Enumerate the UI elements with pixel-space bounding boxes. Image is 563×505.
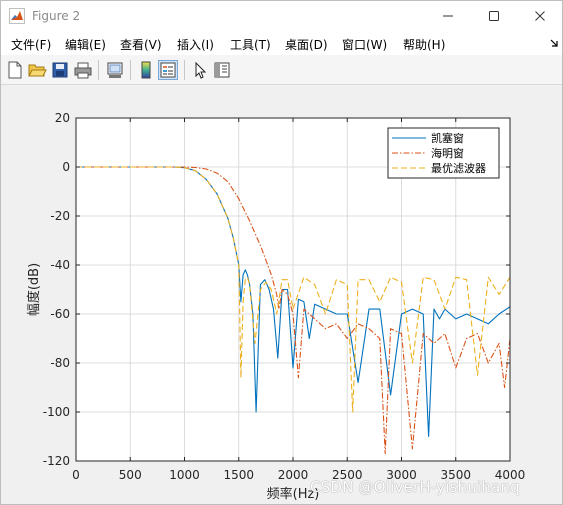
open-file-button[interactable]: [27, 60, 47, 80]
x-tick-label: 4000: [495, 468, 526, 482]
minimize-icon: [443, 15, 453, 17]
colorbar-icon: [141, 61, 151, 79]
legend-button[interactable]: [158, 60, 178, 80]
x-tick-label: 2000: [278, 468, 309, 482]
figure-canvas[interactable]: 0 500 1000 1500 2000 2500 3000 3500 4000 20 0 -20 -4…: [1, 86, 562, 504]
legend-entry-3: 最优滤波器: [431, 162, 486, 175]
x-tick-label: 1000: [169, 468, 200, 482]
close-button[interactable]: [518, 1, 562, 31]
y-tick-label: -40: [50, 258, 70, 272]
x-tick-label: 2500: [332, 468, 363, 482]
chevron-down-icon[interactable]: [549, 38, 559, 48]
menu-desktop[interactable]: 桌面(D): [285, 38, 328, 52]
pointer-button[interactable]: [190, 60, 210, 80]
figure-toolbar: [1, 55, 562, 85]
legend-icon: [160, 62, 176, 78]
minimize-button[interactable]: [426, 1, 470, 31]
window-title: Figure 2: [32, 9, 81, 23]
property-inspector-button[interactable]: [212, 60, 232, 80]
y-tick-label: 0: [62, 160, 70, 174]
legend-entry-1: 凯塞窗: [431, 131, 464, 145]
close-icon: [535, 11, 545, 21]
print-button[interactable]: [73, 60, 93, 80]
open-file-icon: [28, 64, 47, 77]
property-inspector-icon: [214, 62, 230, 78]
toolbar-separator: [130, 60, 131, 80]
link-plot-button[interactable]: [105, 60, 125, 80]
new-figure-icon: [8, 61, 22, 79]
pointer-icon: [195, 61, 207, 79]
y-tick-label: -80: [50, 356, 70, 370]
menu-view[interactable]: 查看(V): [120, 38, 162, 52]
toolbar-separator: [184, 60, 185, 80]
new-figure-button[interactable]: [5, 60, 25, 80]
save-icon: [52, 62, 68, 78]
toolbar-separator: [98, 60, 99, 80]
x-tick-label: 1500: [223, 468, 254, 482]
y-tick-label: -100: [43, 405, 70, 419]
y-tick-label: 20: [55, 111, 70, 125]
y-axis-label: 幅度(dB): [26, 263, 42, 316]
menu-window[interactable]: 窗口(W): [342, 38, 388, 52]
link-plot-icon: [107, 62, 123, 78]
print-icon: [74, 62, 92, 79]
maximize-button[interactable]: [472, 1, 516, 31]
menu-file[interactable]: 文件(F): [11, 38, 52, 52]
legend-entry-2: 海明窗: [431, 146, 464, 160]
y-tick-label: -60: [50, 307, 70, 321]
menu-help[interactable]: 帮助(H): [403, 38, 446, 52]
series-line-3: [76, 166, 511, 413]
matlab-logo-icon: [9, 8, 25, 24]
series-line-2: [76, 166, 511, 455]
menu-insert[interactable]: 插入(I): [177, 38, 214, 52]
x-tick-label: 0: [72, 468, 80, 482]
x-tick-label: 3000: [386, 468, 417, 482]
save-button[interactable]: [50, 60, 70, 80]
title-bar[interactable]: Figure 2: [1, 1, 562, 31]
y-tick-label: -20: [50, 209, 70, 223]
menu-tools[interactable]: 工具(T): [230, 38, 271, 52]
x-axis-label: 频率(Hz): [267, 486, 320, 502]
y-tick-label: -120: [43, 454, 70, 468]
menu-edit[interactable]: 编辑(E): [65, 38, 106, 52]
plot-axes-svg[interactable]: 0 500 1000 1500 2000 2500 3000 3500 4000 20 0 -20 -4…: [1, 86, 562, 504]
x-tick-label: 3500: [440, 468, 471, 482]
menu-bar: 文件(F) 编辑(E) 查看(V) 插入(I) 工具(T) 桌面(D) 窗口(W…: [1, 31, 562, 55]
maximize-icon: [489, 11, 499, 21]
x-tick-label: 500: [119, 468, 142, 482]
colorbar-button[interactable]: [136, 60, 156, 80]
watermark-text: CSDN @OliverH-yishuihanq: [310, 478, 520, 496]
